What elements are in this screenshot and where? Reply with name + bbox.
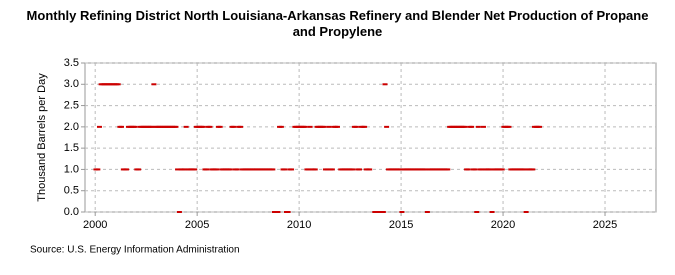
y-tick-label: 0.5 xyxy=(64,185,79,197)
y-tick-label: 3.5 xyxy=(64,57,79,69)
y-tick-label: 2.5 xyxy=(64,99,79,111)
source-note: Source: U.S. Energy Information Administ… xyxy=(30,245,240,256)
x-tick-label: 2020 xyxy=(491,219,515,231)
y-tick-label: 1.5 xyxy=(64,142,79,154)
y-tick-label: 0.0 xyxy=(64,206,79,218)
y-tick-label: 3.0 xyxy=(64,78,79,90)
plot-frame xyxy=(84,62,657,213)
x-tick-label: 2025 xyxy=(593,219,617,231)
chart-title: Monthly Refining District North Louisian… xyxy=(26,8,649,39)
y-tick-label: 1.0 xyxy=(64,163,79,175)
x-tick-label: 2010 xyxy=(287,219,311,231)
y-tick-label: 2.0 xyxy=(64,121,79,133)
x-tick-label: 2005 xyxy=(185,219,209,231)
y-axis-label: Thousand Barrels per Day xyxy=(36,73,48,202)
x-tick-label: 2000 xyxy=(83,219,107,231)
x-tick-label: 2015 xyxy=(389,219,413,231)
